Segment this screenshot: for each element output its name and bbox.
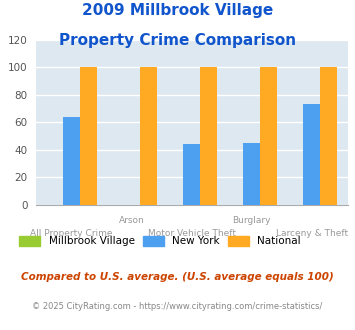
Bar: [304, 104, 320, 205]
Bar: [260, 67, 277, 205]
Text: Motor Vehicle Theft: Motor Vehicle Theft: [148, 229, 236, 238]
Bar: [80, 67, 97, 205]
Bar: [183, 144, 200, 205]
Bar: [140, 67, 157, 205]
Legend: Millbrook Village, New York, National: Millbrook Village, New York, National: [20, 236, 301, 247]
Text: Arson: Arson: [119, 216, 144, 225]
Text: All Property Crime: All Property Crime: [30, 229, 113, 238]
Text: © 2025 CityRating.com - https://www.cityrating.com/crime-statistics/: © 2025 CityRating.com - https://www.city…: [32, 302, 323, 311]
Text: 2009 Millbrook Village: 2009 Millbrook Village: [82, 3, 273, 18]
Text: Burglary: Burglary: [233, 216, 271, 225]
Bar: [63, 116, 80, 205]
Text: Compared to U.S. average. (U.S. average equals 100): Compared to U.S. average. (U.S. average …: [21, 272, 334, 282]
Text: Larceny & Theft: Larceny & Theft: [276, 229, 348, 238]
Bar: [200, 67, 217, 205]
Text: Property Crime Comparison: Property Crime Comparison: [59, 33, 296, 48]
Bar: [320, 67, 337, 205]
Bar: [244, 143, 260, 205]
